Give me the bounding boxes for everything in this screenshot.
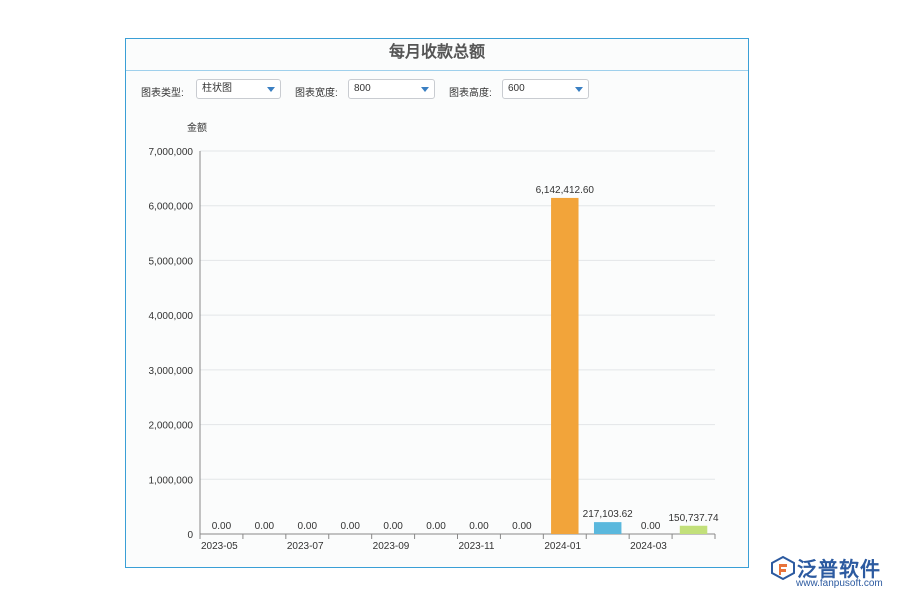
bar [679,525,708,534]
chart-height-select[interactable]: 600 [502,79,589,99]
data-label: 0.00 [426,521,446,532]
chart-width-label: 图表宽度: [295,88,338,99]
data-label: 0.00 [340,521,360,532]
chart-controls: 图表类型: 柱状图 图表宽度: 800 图表高度: 600 [126,79,748,103]
logo-name: 泛普软件 [797,559,881,581]
chevron-down-icon [421,87,429,92]
chart-type-label: 图表类型: [141,88,184,99]
bar-chart: 0 1,000,000 2,000,000 3,000,000 4,000,000 5,0… [149,121,719,552]
data-label: 150,737.74 [669,513,719,524]
y-tick-label: 6,000,000 [149,202,194,213]
x-tick-label: 2023-11 [459,541,495,552]
y-tick-label: 1,000,000 [149,475,194,486]
data-label: 0.00 [641,521,661,532]
data-label: 0.00 [469,521,489,532]
chart-type-value: 柱状图 [202,83,232,94]
x-tick-label: 2023-09 [373,541,410,552]
x-tick-label: 2024-01 [544,541,581,552]
logo-url: www.fanpusoft.com [796,578,883,589]
chart-height-value: 600 [508,83,525,94]
y-tick-label: 3,000,000 [149,366,194,377]
x-tick-label: 2023-05 [201,541,238,552]
data-label: 0.00 [298,521,318,532]
chart-type-select[interactable]: 柱状图 [196,79,281,99]
x-tick-label: 2024-03 [630,541,667,552]
y-axis-label: 金额 [187,121,207,134]
chevron-down-icon [267,87,275,92]
y-tick-label: 4,000,000 [149,311,194,322]
logo-icon [771,555,795,581]
bar [593,522,622,534]
y-tick-label: 7,000,000 [149,147,194,158]
chevron-down-icon [575,87,583,92]
y-tick-label: 0 [187,530,193,541]
chart-title: 每月收款总额 [126,39,748,71]
bar [551,197,579,534]
y-tick-label: 5,000,000 [149,256,194,267]
chart-height-label: 图表高度: [449,88,492,99]
data-label: 0.00 [383,521,403,532]
data-label: 217,103.62 [583,509,633,520]
data-label: 0.00 [212,521,232,532]
x-tick-label: 2023-07 [287,541,324,552]
data-label: 0.00 [512,521,532,532]
fanpu-logo: 泛普软件 www.fanpusoft.com [770,552,895,598]
data-label: 6,142,412.60 [536,185,595,196]
chart-panel: 每月收款总额 图表类型: 柱状图 图表宽度: 800 图表高度: 600 0 1,… [125,38,749,568]
data-label: 0.00 [255,521,275,532]
chart-width-value: 800 [354,83,371,94]
y-tick-label: 2,000,000 [149,421,194,432]
chart-width-select[interactable]: 800 [348,79,435,99]
